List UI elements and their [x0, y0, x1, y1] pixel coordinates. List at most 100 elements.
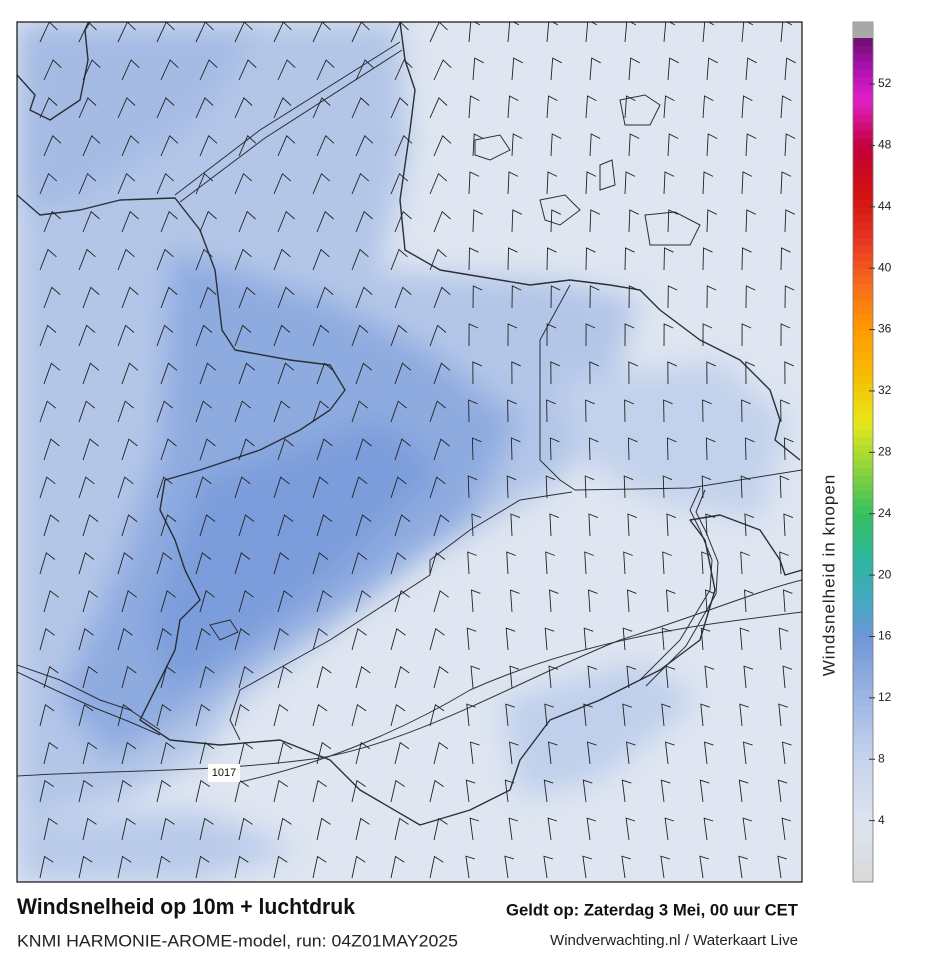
colorbar-step — [853, 475, 873, 484]
wind-barb — [43, 665, 59, 689]
wind-barb — [429, 779, 444, 803]
colorbar-step — [853, 552, 873, 561]
wind-barb — [199, 210, 217, 233]
wind-barb — [355, 286, 373, 309]
colorbar-step — [853, 605, 873, 614]
wind-barb — [429, 97, 448, 119]
wind-barb — [510, 437, 521, 461]
wind-barb — [390, 779, 405, 803]
wind-barb — [433, 590, 449, 613]
wind-barb — [121, 817, 136, 841]
wind-barb — [82, 59, 101, 81]
wind-barb — [742, 817, 753, 841]
wind-barb — [543, 779, 554, 803]
colorbar-step — [853, 506, 873, 515]
colorbar-tick-label: 24 — [878, 506, 892, 520]
wind-barb — [160, 362, 178, 385]
colorbar-step — [853, 682, 873, 691]
wind-barb — [394, 817, 409, 841]
wind-barb — [39, 476, 56, 499]
wind-barb — [824, 210, 834, 232]
wind-barb — [238, 438, 255, 461]
colorbar-step — [853, 237, 873, 246]
wind-barb — [156, 248, 174, 271]
wind-barb — [623, 551, 633, 575]
colorbar-step — [853, 582, 873, 591]
wind-barb — [663, 323, 674, 347]
wind-barb — [43, 438, 60, 461]
wind-barb — [739, 627, 750, 651]
wind-barb — [780, 95, 792, 119]
wind-barb — [117, 172, 136, 195]
colorbar-step — [853, 797, 873, 806]
wind-barb — [667, 133, 679, 157]
wind-barb — [273, 97, 292, 119]
wind-field — [17, 22, 790, 882]
colorbar-step — [853, 298, 873, 308]
wind-barb — [43, 362, 61, 385]
wind-barb — [820, 172, 830, 194]
wind-barb — [666, 589, 676, 613]
wind-barb — [433, 665, 449, 689]
colorbar-step — [853, 820, 873, 829]
wind-barbs — [39, 22, 834, 879]
wind-barb — [390, 476, 407, 499]
isobar-label: 1017 — [212, 767, 236, 779]
wind-barb — [624, 399, 634, 423]
colorbar-step — [853, 789, 873, 799]
wind-barb — [273, 476, 290, 499]
wind-barb — [195, 855, 210, 879]
wind-barb — [390, 628, 406, 651]
wind-barb — [589, 57, 601, 81]
wind-barb — [121, 514, 138, 537]
wind-barb — [471, 437, 482, 461]
wind-barb — [78, 248, 96, 271]
colorbar-step — [853, 490, 873, 499]
wind-barb — [589, 285, 600, 309]
wind-barb — [817, 780, 826, 802]
isobars — [17, 579, 802, 783]
colorbar-step — [853, 751, 873, 760]
wind-barb — [549, 589, 559, 613]
wind-barb — [470, 665, 481, 689]
wind-barb — [546, 171, 558, 195]
map: 1017 — [17, 22, 834, 882]
wind-barb — [78, 855, 93, 879]
wind-barb — [277, 665, 293, 689]
wind-barb — [39, 628, 55, 651]
colorbar-step — [853, 45, 873, 54]
wind-barb — [160, 286, 178, 309]
colorbar-step — [853, 613, 873, 622]
wind-barb — [429, 552, 446, 575]
colorbar-step — [853, 199, 873, 208]
wind-barb — [199, 514, 216, 537]
wind-barb — [741, 247, 752, 271]
wind-barb — [312, 855, 327, 879]
wind-barb — [351, 248, 369, 271]
wind-barb — [78, 779, 93, 803]
colorbar-step — [853, 130, 873, 139]
colorbar-step — [853, 812, 873, 822]
wind-barb — [472, 57, 484, 81]
wind-barb — [39, 779, 54, 803]
colorbar-step — [853, 61, 873, 70]
wind-barb — [238, 362, 256, 385]
wind-barb — [818, 704, 827, 726]
colorbar-step — [853, 329, 873, 338]
colorbar-step — [853, 352, 873, 361]
colorbar-step — [853, 858, 873, 868]
colorbar-step — [853, 713, 873, 722]
wind-barb — [507, 22, 520, 43]
wind-barb — [472, 209, 483, 233]
wind-barb — [39, 400, 56, 423]
wind-barb — [699, 779, 710, 803]
wind-barb — [160, 210, 178, 233]
wind-barb — [511, 57, 523, 81]
colorbar-step — [853, 467, 873, 476]
wind-barb — [589, 133, 601, 157]
wind-barb — [506, 475, 517, 499]
colorbar-tick-label: 4 — [878, 813, 885, 827]
wind-barb — [545, 475, 556, 499]
wind-barb — [780, 171, 792, 195]
